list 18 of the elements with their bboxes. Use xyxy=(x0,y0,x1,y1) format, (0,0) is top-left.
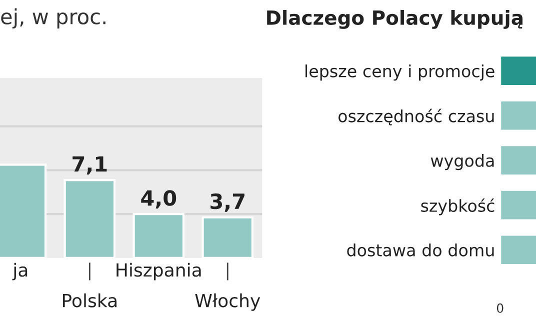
y-tick-label: lepsze ceny i promocje xyxy=(306,64,494,81)
y-tick-label: dostawa do domu xyxy=(347,244,494,256)
data-label: 3,7 xyxy=(210,193,244,212)
x-tick-label: Hiszpania xyxy=(116,262,201,280)
x-tick-label: Włochy xyxy=(195,293,260,311)
data-label: 7,1 xyxy=(72,156,107,175)
chart-title: Dlaczego Polacy kupują xyxy=(267,10,522,29)
x-tick-label: ja xyxy=(12,262,28,280)
y-tick-label: szybkość xyxy=(421,198,494,216)
bar xyxy=(64,179,116,258)
bar xyxy=(132,213,185,258)
bar xyxy=(202,216,254,258)
chart-title: ej, w proc. xyxy=(1,8,106,28)
text: 0 xyxy=(496,303,504,313)
y-tick-label: oszczędność czasu xyxy=(338,108,494,126)
x-tick-label: Polska xyxy=(62,293,116,308)
y-tick-label: wygoda xyxy=(430,154,494,170)
data-label: 4,0 xyxy=(141,190,176,209)
